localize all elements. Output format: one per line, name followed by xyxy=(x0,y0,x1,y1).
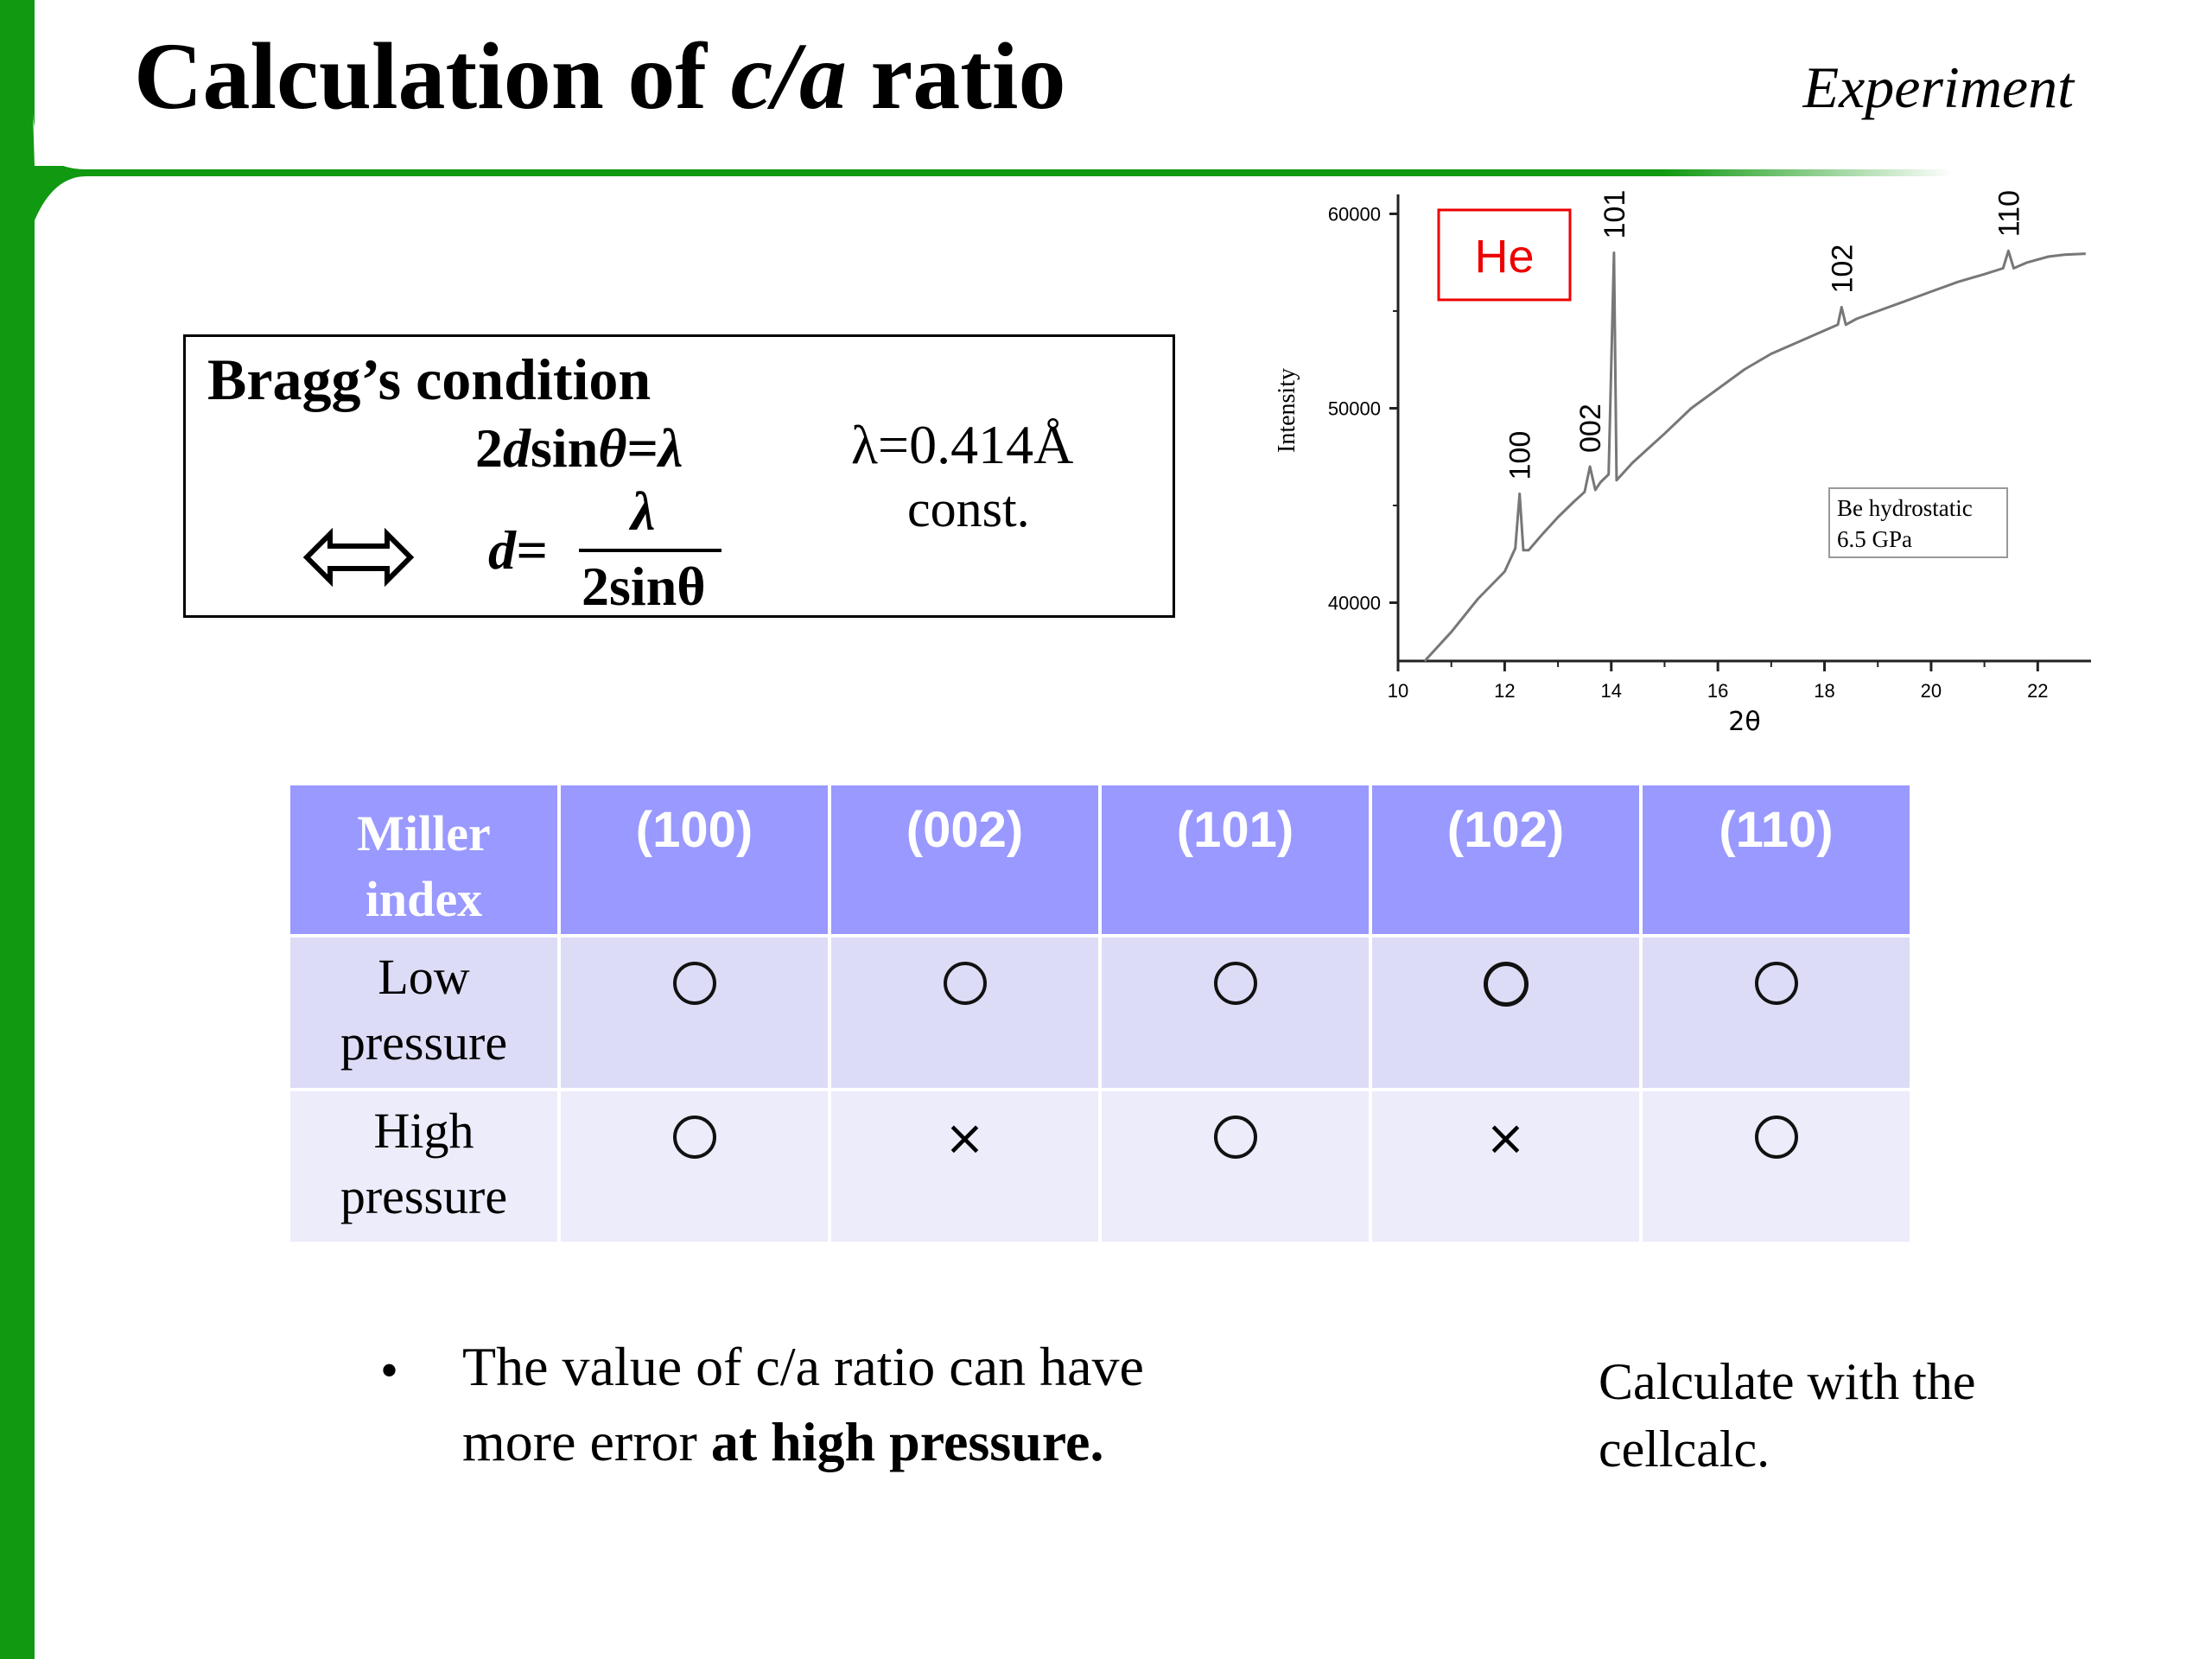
page-subtitle: Experiment xyxy=(1802,54,2074,120)
table-cell xyxy=(1643,938,1910,1088)
bullet-icon: • xyxy=(380,1342,399,1399)
wavelength-value: λ=0.414Å xyxy=(851,414,1074,475)
table-cell xyxy=(831,938,1098,1088)
y-axis-label: Intensity xyxy=(1274,368,1300,453)
annotation-line: 6.5 GPa xyxy=(1837,526,1912,552)
x-tick-label: 14 xyxy=(1601,680,1622,702)
table-row-high-pressure: High pressure × × xyxy=(290,1091,1910,1242)
chart-labels: 10 12 14 16 18 20 22 40000 50000 60000 2θ Intensity… xyxy=(1274,190,2049,737)
page-title: Calculation of c/a ratio xyxy=(134,23,1066,129)
circle-mark-icon xyxy=(943,962,987,1005)
table-cell xyxy=(1102,938,1369,1088)
constant-label: const. xyxy=(907,480,1030,537)
circle-mark-icon xyxy=(1213,962,1257,1005)
circle-mark-icon xyxy=(1754,962,1798,1005)
x-tick-label: 12 xyxy=(1494,680,1515,702)
table-cell xyxy=(561,938,828,1088)
x-tick-label: 22 xyxy=(2027,680,2048,702)
table-cell xyxy=(1643,1091,1910,1242)
table-row-low-pressure: Low pressure xyxy=(290,938,1910,1088)
y-tick-label: 60000 xyxy=(1328,204,1381,226)
chart-series xyxy=(1423,249,2086,663)
bullet-note: The value of c/a ratio can have more err… xyxy=(462,1336,1144,1472)
cross-mark-icon: × xyxy=(1485,1110,1526,1166)
table-cell xyxy=(1102,1091,1369,1242)
gas-label-box xyxy=(1437,208,1572,302)
chart-axes xyxy=(1389,194,2091,671)
annotation-box xyxy=(1828,487,2008,558)
table-header-cell: (002) xyxy=(831,785,1098,934)
circle-mark-icon xyxy=(1754,1116,1798,1159)
table-header-cell: (100) xyxy=(561,785,828,934)
x-tick-label: 18 xyxy=(1814,680,1834,702)
table-header-cell: (110) xyxy=(1643,785,1910,934)
peak-label: 002 xyxy=(1574,404,1607,453)
annotation-line: Be hydrostatic xyxy=(1837,495,1973,521)
bragg-heading: Bragg’s condition xyxy=(207,346,652,412)
table-cell xyxy=(1372,938,1639,1088)
circle-mark-icon xyxy=(672,1116,716,1159)
cross-mark-icon: × xyxy=(944,1110,985,1166)
table-header-miller-index: Miller index xyxy=(290,785,557,934)
miller-index-table: Miller index (100) (002) (101) (102) (110… xyxy=(287,782,1913,1245)
cellcalc-note: Calculate with the cellcalc. xyxy=(1599,1353,1976,1478)
row-label-low-pressure: Low pressure xyxy=(290,938,557,1088)
x-tick-label: 20 xyxy=(1921,680,1942,702)
table-cell: × xyxy=(831,1091,1098,1242)
bragg-condition-box: Bragg’s condition 2dsinθ=λ λ=0.414Å cons… xyxy=(183,334,1175,618)
d-formula-label: d= xyxy=(488,519,548,581)
table-cell xyxy=(561,1091,828,1242)
row-label-high-pressure: High pressure xyxy=(290,1091,557,1242)
x-tick-label: 16 xyxy=(1707,680,1728,702)
fraction-denominator: 2sinθ xyxy=(582,556,706,617)
peak-label: 101 xyxy=(1599,190,1631,239)
table-header-cell: (102) xyxy=(1372,785,1639,934)
bragg-equation: 2dsinθ=λ xyxy=(475,417,683,479)
fraction-bar xyxy=(579,549,721,552)
fraction-numerator: λ xyxy=(631,480,656,542)
peak-label: 110 xyxy=(1993,190,2025,237)
x-tick-label: 10 xyxy=(1388,680,1408,702)
double-arrow-icon xyxy=(302,527,415,588)
table-header-cell: (101) xyxy=(1102,785,1369,934)
y-tick-label: 50000 xyxy=(1328,398,1381,420)
circle-mark-icon xyxy=(672,962,716,1005)
table-header-row: Miller index (100) (002) (101) (102) (110… xyxy=(290,785,1910,934)
circle-mark-icon xyxy=(1483,962,1529,1007)
gas-label: He xyxy=(1474,231,1534,283)
circle-mark-icon xyxy=(1213,1116,1257,1159)
xrd-pattern-chart: 10 12 14 16 18 20 22 40000 50000 60000 2θ Intensity… xyxy=(1274,190,2091,737)
peak-label: 102 xyxy=(1826,245,1859,294)
left-accent-bar xyxy=(0,0,35,1659)
series-line xyxy=(1423,249,2086,663)
y-tick-label: 40000 xyxy=(1328,593,1381,614)
table-cell: × xyxy=(1372,1091,1639,1242)
x-axis-label: 2θ xyxy=(1728,707,1760,737)
peak-label: 100 xyxy=(1504,431,1537,480)
